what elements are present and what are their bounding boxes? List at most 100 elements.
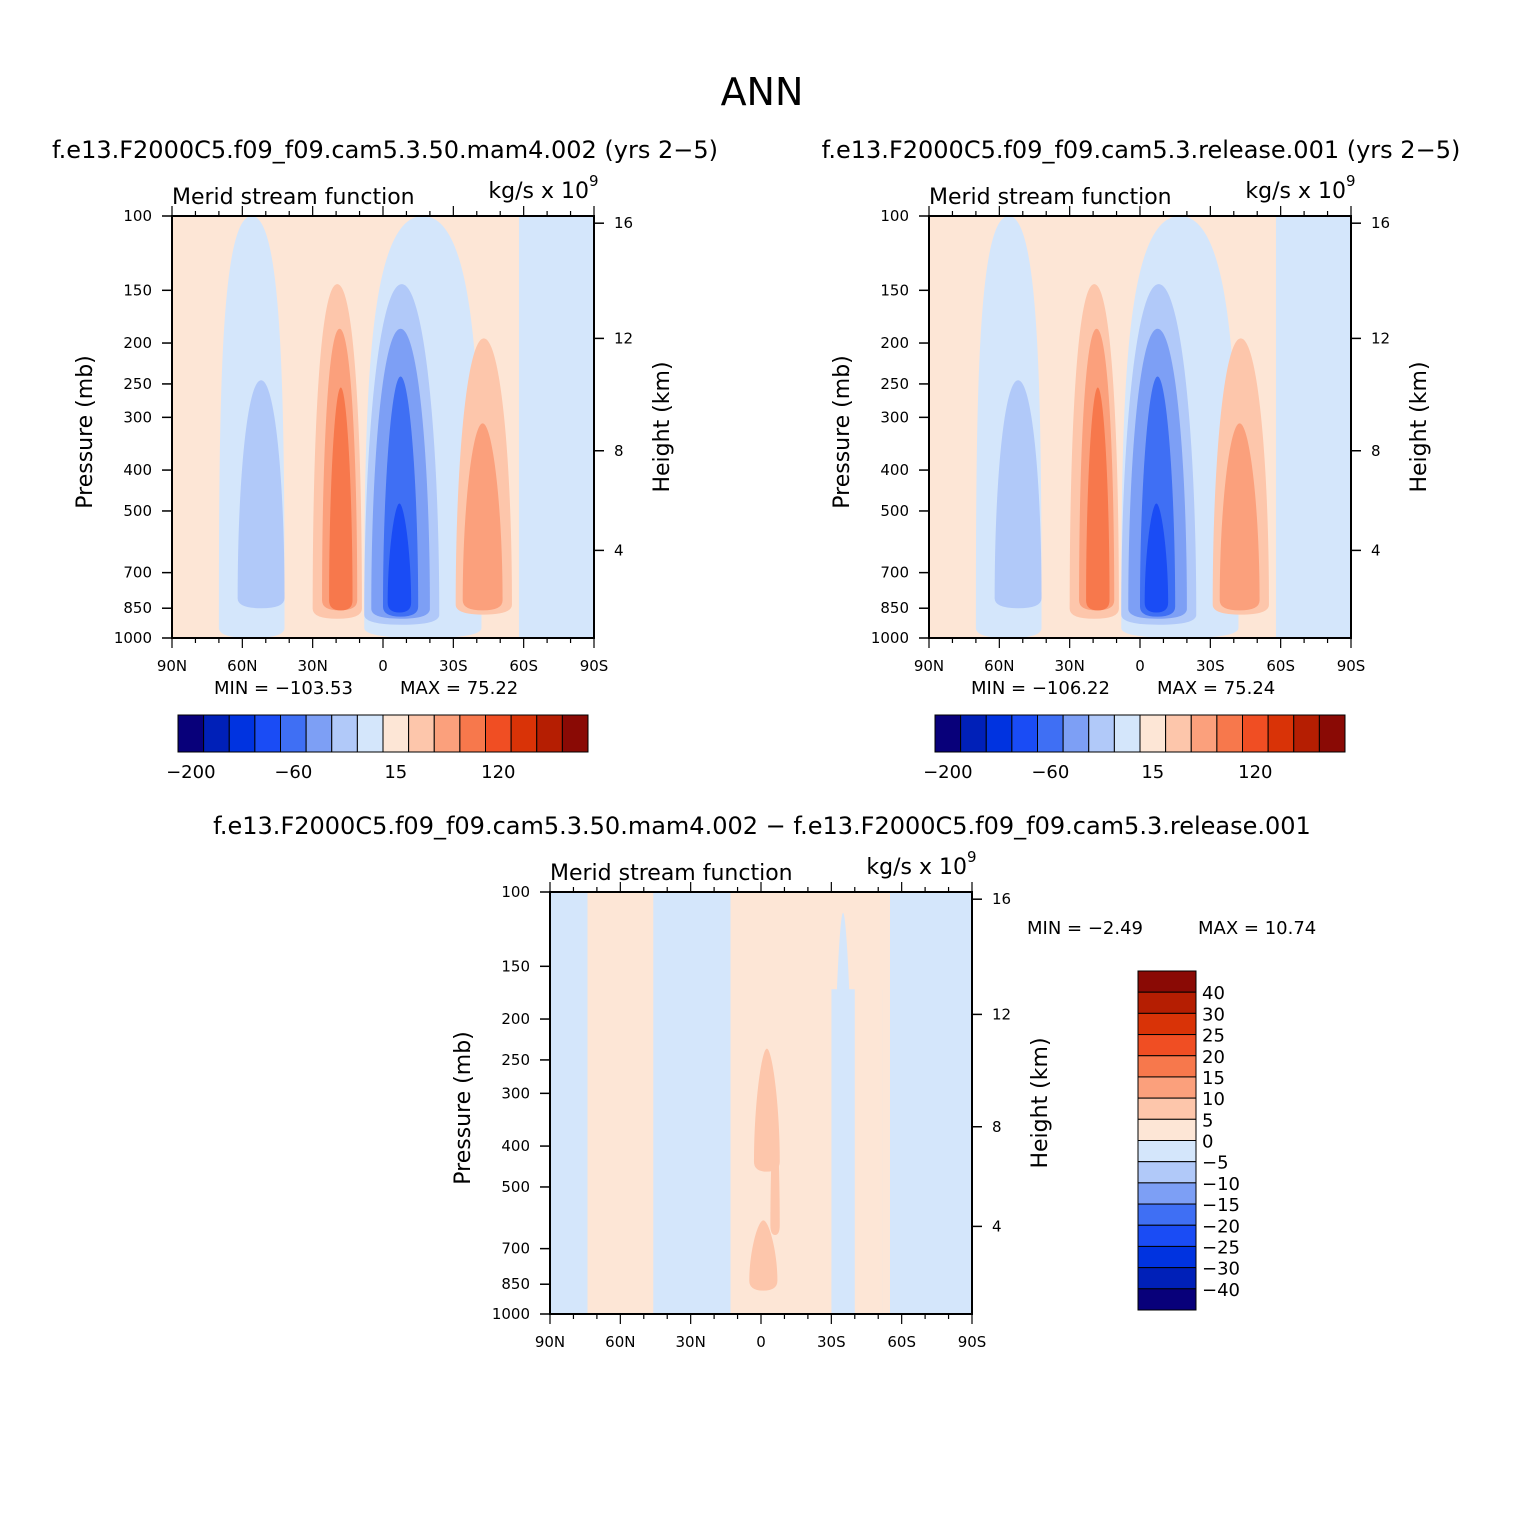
cell-ferrel-nh [994,380,1042,609]
x-tick-label: 90N [535,1333,565,1351]
x-tick-label: 60N [227,657,257,675]
cell-hadley-nh-3 [1086,387,1110,611]
y2-tick-label: 4 [1371,541,1381,559]
y-axis-label: Pressure (mb) [451,1031,476,1185]
case1-title: f.e13.F2000C5.f09_f09.cam5.3.50.mam4.002… [52,136,718,164]
y-tick-label: 100 [123,207,152,225]
max-label: MAX = 75.22 [400,678,518,699]
colorbar-label: −15 [1202,1195,1240,1216]
units-exponent: 9 [967,848,977,866]
y-tick-label: 1000 [114,629,152,647]
y-axis-label: Pressure (mb) [830,355,855,509]
max-label: MAX = 10.74 [1198,918,1316,939]
x-tick-label: 30N [676,1333,706,1351]
y-tick-label: 500 [501,1178,530,1196]
colorbar-label: −60 [1031,762,1069,783]
x-tick-label: 0 [1135,657,1145,675]
y2-tick-label: 16 [992,890,1011,908]
units-label: kg/s x 10 [1245,179,1346,204]
units-exponent: 9 [589,172,599,190]
colorbar-swatch [1137,1140,1197,1163]
y2-tick-label: 16 [1371,214,1390,232]
colorbar-swatch [203,714,230,753]
colorbar-label: 5 [1202,1110,1213,1131]
x-tick-label: 30S [817,1333,846,1351]
y-tick-label: 400 [123,461,152,479]
min-label: MIN = −2.49 [1027,918,1143,939]
colorbar-swatch [305,714,333,753]
diff-title: f.e13.F2000C5.f09_f09.cam5.3.50.mam4.002… [213,812,1311,840]
y-tick-label: 250 [501,1051,530,1069]
units-label: kg/s x 10 [488,179,589,204]
y-tick-label: 100 [880,207,909,225]
y-tick-label: 150 [880,281,909,299]
colorbar-label: 120 [481,762,515,783]
colorbar-swatch [1190,714,1218,753]
colorbar-swatch [459,714,486,753]
band-pos-sliver [882,892,890,1314]
colorbar-label: 30 [1202,1004,1225,1025]
colorbar-swatch [356,714,384,753]
y2-axis-label: Height (km) [1028,1037,1053,1168]
colorbar-label: 15 [384,762,407,783]
colorbar-label: −25 [1202,1237,1240,1258]
band-pos-3 [854,892,883,1314]
y-tick-label: 300 [501,1084,530,1102]
colorbar-swatch [1011,714,1038,753]
y-tick-label: 700 [123,564,152,582]
cell-ferrel-sh-2 [462,423,503,611]
min-label: MIN = −103.53 [214,678,353,699]
colorbar-label: −30 [1202,1259,1240,1280]
colorbar-swatch [1137,970,1197,993]
colorbar-swatch [510,714,538,753]
colorbar-label: 40 [1202,983,1225,1004]
colorbar-swatch [1137,1034,1197,1057]
y-tick-label: 150 [123,281,152,299]
colorbar-label: 10 [1202,1089,1225,1110]
x-tick-label: 30S [439,657,468,675]
band-pos-1 [587,892,654,1314]
colorbar-swatch [1137,1267,1197,1290]
y-tick-label: 700 [501,1240,530,1258]
x-tick-label: 30N [1055,657,1085,675]
patch-pos-2 [770,1105,780,1236]
y2-tick-label: 12 [1371,329,1390,347]
colorbar-swatch [1137,1161,1197,1184]
cell-hadley-nh-3 [329,387,353,611]
colorbar-swatch [1088,714,1115,753]
y-tick-label: 1000 [492,1305,530,1323]
x-tick-label: 90S [1337,657,1366,675]
x-tick-label: 90N [914,657,944,675]
band-neg-2 [653,892,731,1314]
colorbar-swatch [1267,714,1295,753]
y-tick-label: 150 [501,957,530,975]
colorbar-swatch [985,714,1013,753]
colorbar-swatch [331,714,358,753]
x-tick-label: 30S [1196,657,1225,675]
colorbar-label: −60 [274,762,312,783]
y2-tick-label: 4 [614,541,624,559]
colorbar-swatch [561,714,589,753]
contour-fill [550,892,972,1314]
x-tick-label: 30N [298,657,328,675]
colorbar-swatch [485,714,512,753]
units-exponent: 9 [1346,172,1356,190]
band-neg-4 [889,892,972,1314]
x-tick-label: 90N [157,657,187,675]
y2-tick-label: 4 [992,1217,1002,1235]
colorbar-label: 0 [1202,1132,1213,1153]
band-neg-sh-edge [518,216,594,638]
units-label: kg/s x 10 [866,855,967,880]
y2-tick-label: 8 [614,442,624,460]
y2-tick-label: 12 [992,1005,1011,1023]
colorbar-swatch [254,714,281,753]
colorbar-swatch [280,714,307,753]
x-tick-label: 60N [605,1333,635,1351]
x-tick-label: 90S [958,1333,987,1351]
y-tick-label: 300 [880,408,909,426]
colorbar-swatch [536,714,563,753]
y2-tick-label: 8 [1371,442,1381,460]
colorbar-swatch [1037,714,1064,753]
colorbar-swatch [433,714,461,753]
colorbar-label: −200 [166,762,215,783]
